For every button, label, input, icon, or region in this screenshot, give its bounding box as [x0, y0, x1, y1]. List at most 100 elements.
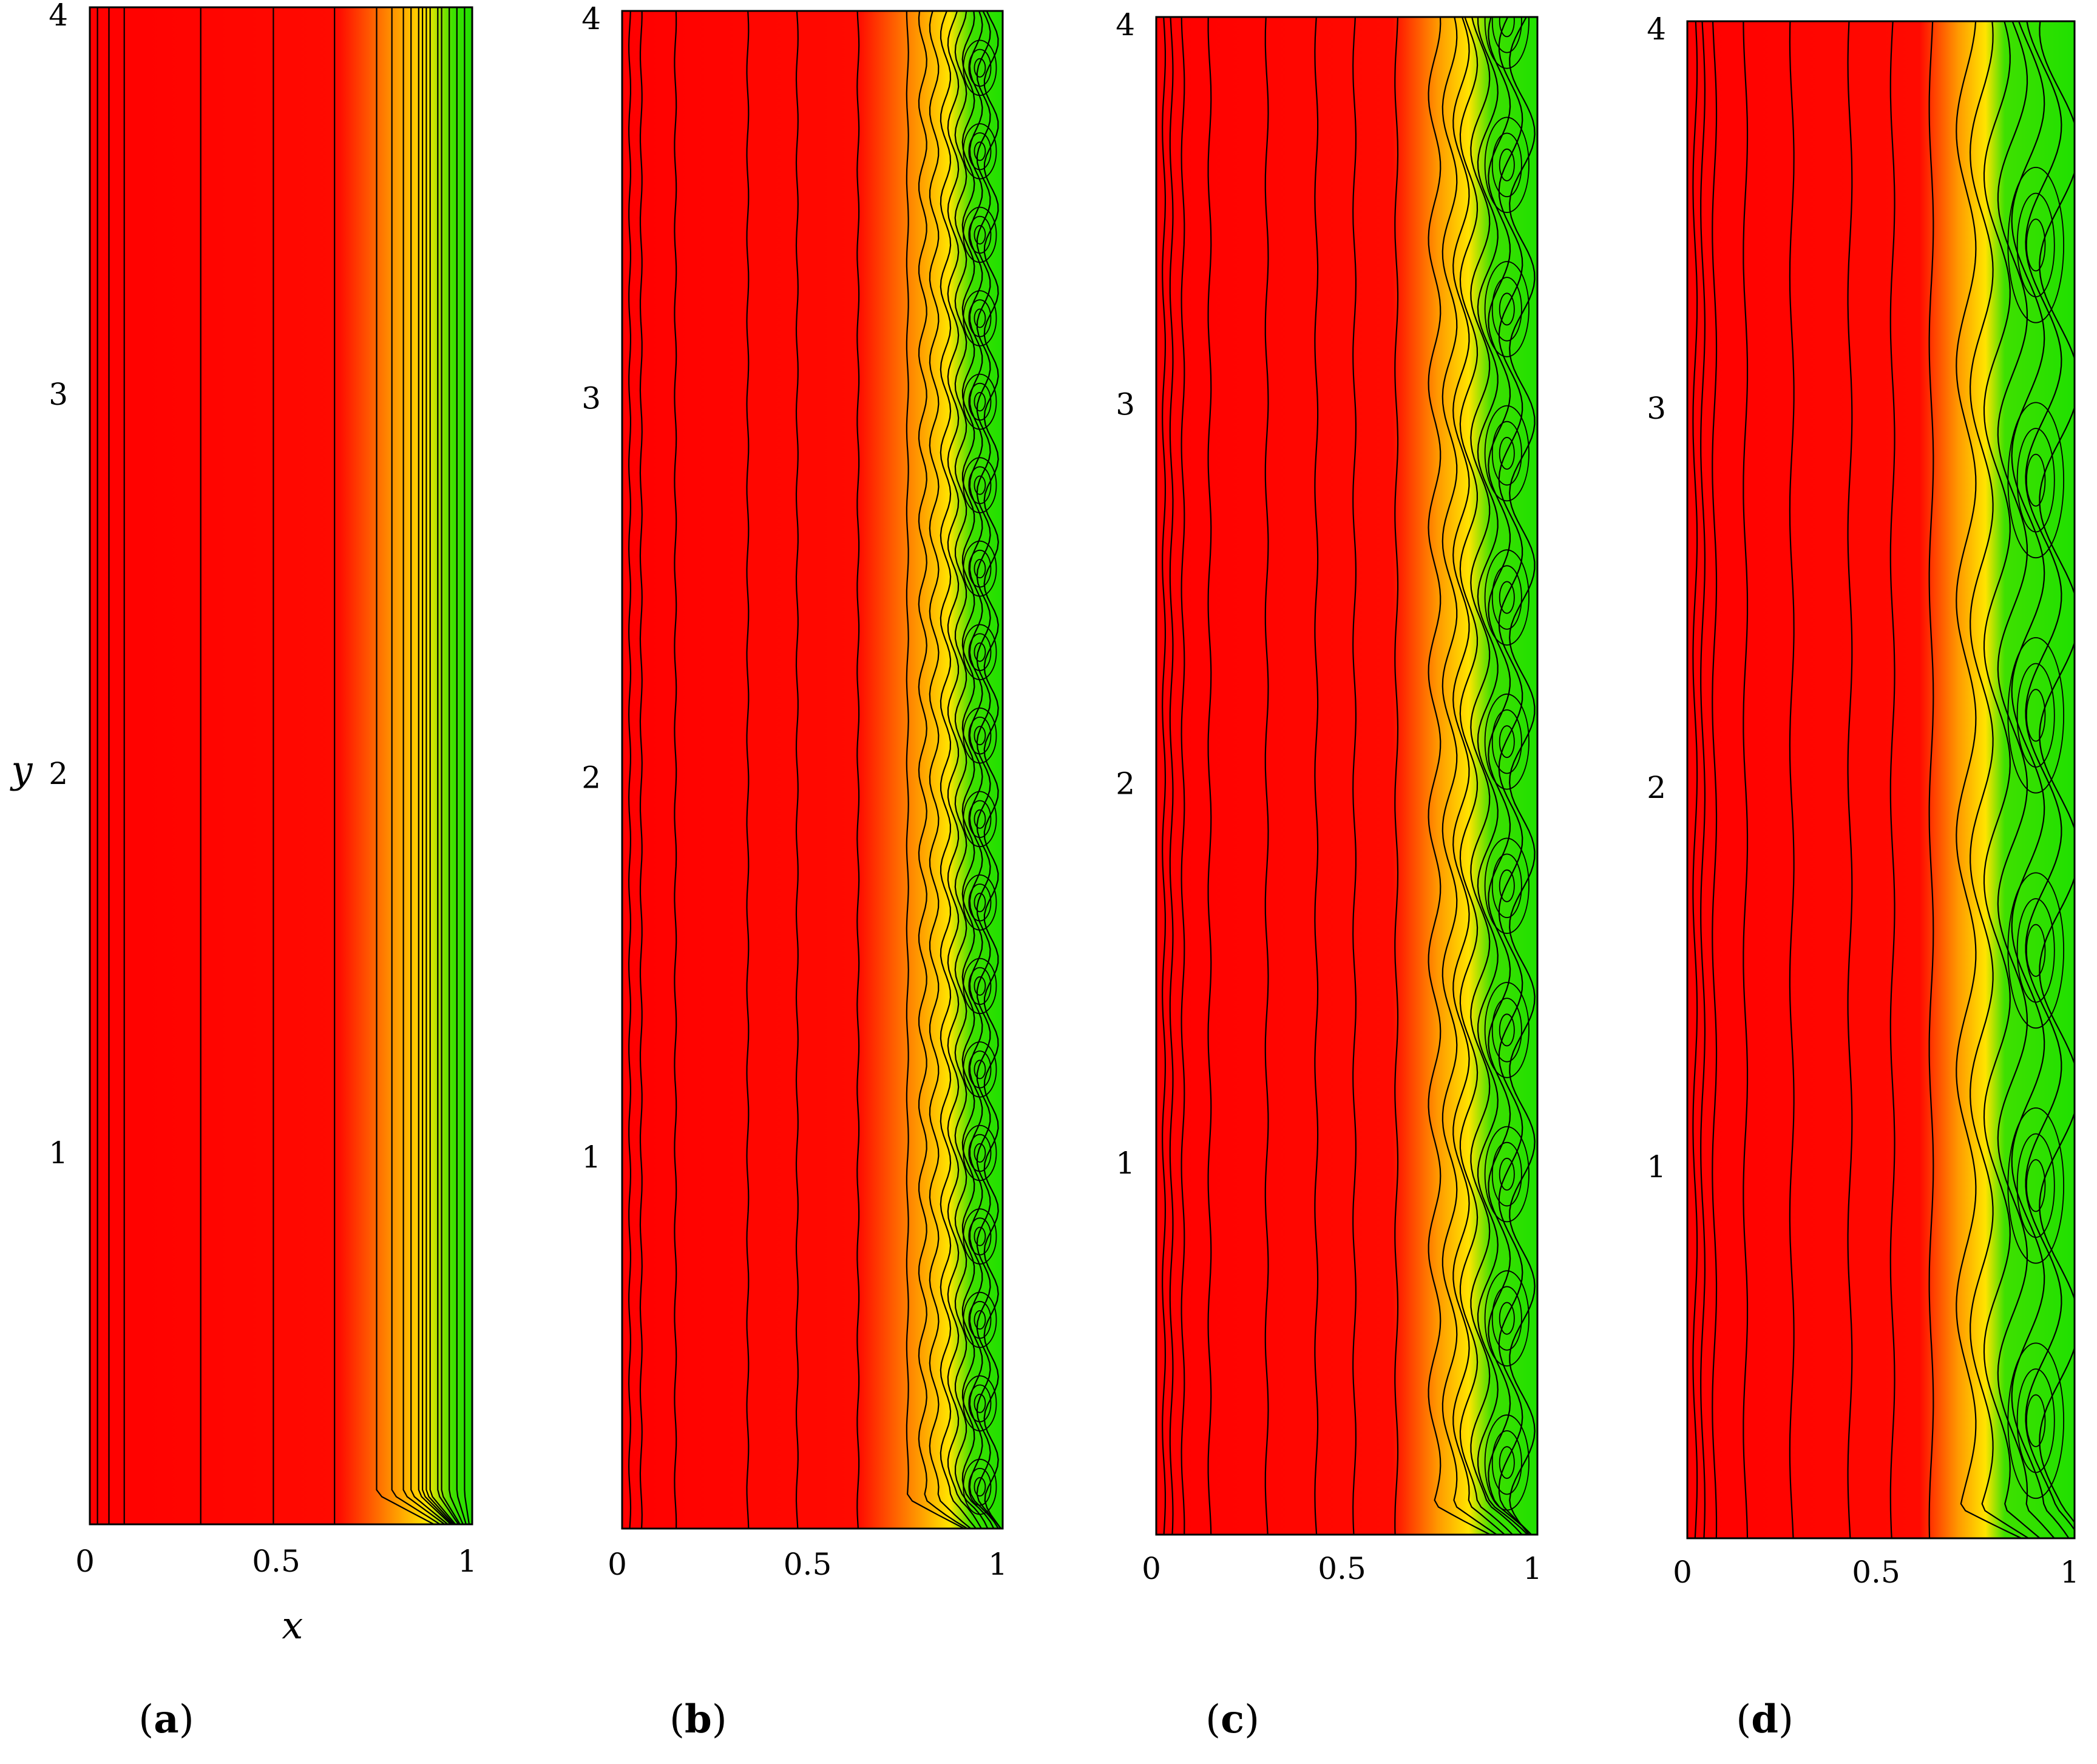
x-tick-label: 0: [608, 1547, 627, 1582]
contour-line: [1169, 17, 1174, 1535]
contour-line: [1509, 17, 1536, 1535]
contour-line: [969, 11, 999, 1529]
vortex-contour: [963, 373, 997, 430]
vortex-contour: [974, 1143, 986, 1163]
y-tick-label: 2: [1116, 766, 1135, 802]
vortex-contour: [963, 624, 997, 680]
vortex-contour: [968, 967, 992, 1005]
contour-line: [456, 7, 467, 1524]
x-axis-label: x: [282, 1603, 303, 1647]
vortex-contour: [968, 1384, 992, 1422]
vortex-contour: [2025, 1159, 2046, 1212]
y-tick-label: 2: [1647, 770, 1666, 805]
x-tick-label: 1: [988, 1547, 1008, 1582]
y-tick-label: 3: [1116, 387, 1135, 422]
contour-line: [1264, 17, 1269, 1535]
contour-line: [674, 11, 677, 1529]
vortex-contour: [963, 540, 997, 597]
contour-line: [1997, 21, 2055, 1538]
vortex-contour: [963, 958, 997, 1015]
vortex-contour: [974, 642, 986, 662]
contour-line: [1969, 21, 2029, 1538]
contour-line: [1459, 17, 1513, 1535]
vortex-contour: [1499, 1446, 1515, 1479]
contour-line: [422, 7, 453, 1524]
vortex-contour: [1484, 982, 1530, 1078]
y-tick-label: 3: [49, 377, 68, 412]
vortex-contour: [1484, 117, 1530, 214]
vortex-contour: [1491, 1286, 1522, 1351]
contour-line: [429, 7, 456, 1524]
vortex-contour: [974, 1310, 986, 1330]
plot-frame-a: [89, 6, 473, 1526]
vortex-contour: [974, 976, 986, 996]
panel-b: 0 0.5 1 1 2 3 4 (b): [581, 1, 1008, 1742]
vortex-contour: [1491, 565, 1522, 630]
contour-line: [1394, 17, 1399, 1535]
panel-c: 0 0.5 1 1 2 3 4 (c): [1116, 7, 1542, 1742]
vortex-contour: [2016, 1368, 2055, 1473]
contour-line: [639, 11, 643, 1529]
vortex-contour: [963, 791, 997, 848]
contour-line: [1441, 17, 1497, 1535]
contour-line: [410, 7, 449, 1524]
vortex-contour: [963, 1208, 997, 1265]
contour-line: [929, 11, 972, 1529]
contour-line: [1928, 21, 1934, 1538]
vortex-contour: [1499, 725, 1515, 759]
vortex-contour: [968, 800, 992, 838]
plot-frame-d: [1686, 20, 2076, 1539]
contours-b: [628, 11, 1002, 1529]
vortex-contour: [2025, 924, 2046, 977]
y-tick-label: 4: [1116, 7, 1135, 42]
field-a: [90, 7, 472, 1524]
vortex-contour: [1491, 998, 1522, 1063]
contour-line: [628, 11, 632, 1529]
vortex-contour: [974, 392, 986, 412]
contour-line: [391, 7, 441, 1524]
vortex-contour: [1499, 437, 1515, 470]
y-tick-label: 1: [1116, 1146, 1135, 1181]
contour-line: [2025, 21, 2075, 1531]
vortex-contour: [2007, 166, 2065, 323]
contour-line: [425, 7, 455, 1524]
contour-line: [1789, 21, 1795, 1538]
vortex-contour: [968, 1134, 992, 1172]
contour-line: [961, 11, 995, 1529]
vortex-contour: [1484, 261, 1530, 357]
x-tick-label: 0.5: [1318, 1551, 1366, 1586]
vortex-contour: [1484, 1126, 1530, 1223]
vortex-contour: [1499, 148, 1515, 181]
vortex-contour: [2025, 689, 2046, 742]
vortex-contour: [968, 49, 992, 87]
vortex-contour: [974, 1477, 986, 1497]
vortex-contour: [1484, 1270, 1530, 1367]
y-axis-label: y: [9, 748, 33, 792]
contour-line: [1488, 17, 1532, 1535]
contour-line: [1956, 21, 2022, 1538]
y-tick-label: 3: [1647, 391, 1666, 426]
vortex-contour: [963, 457, 997, 513]
vortex-contour: [2016, 192, 2055, 298]
contours-d: [1692, 21, 2075, 1538]
contour-line: [1983, 21, 2041, 1538]
contour-line: [1477, 17, 1528, 1535]
vortex-contour: [2007, 637, 2065, 794]
contour-line: [1847, 21, 1853, 1538]
contours-a: [97, 7, 470, 1524]
contour-line: [1181, 17, 1185, 1535]
y-tick-label: 1: [1647, 1149, 1666, 1184]
vortex-contour: [963, 1375, 997, 1432]
vortex-contour: [1491, 1141, 1522, 1207]
field-c: [1156, 17, 1537, 1535]
vortex-contour: [974, 559, 986, 579]
vortex-contour: [1484, 405, 1530, 502]
vortex-contour: [963, 874, 997, 931]
y-tick-label: 4: [581, 1, 601, 36]
x-tick-label: 0: [1673, 1555, 1692, 1590]
vortex-contour: [968, 549, 992, 588]
vortex-contour: [963, 707, 997, 764]
contour-line: [906, 11, 965, 1529]
contour-line: [1207, 17, 1212, 1535]
vortex-contour: [968, 1467, 992, 1506]
